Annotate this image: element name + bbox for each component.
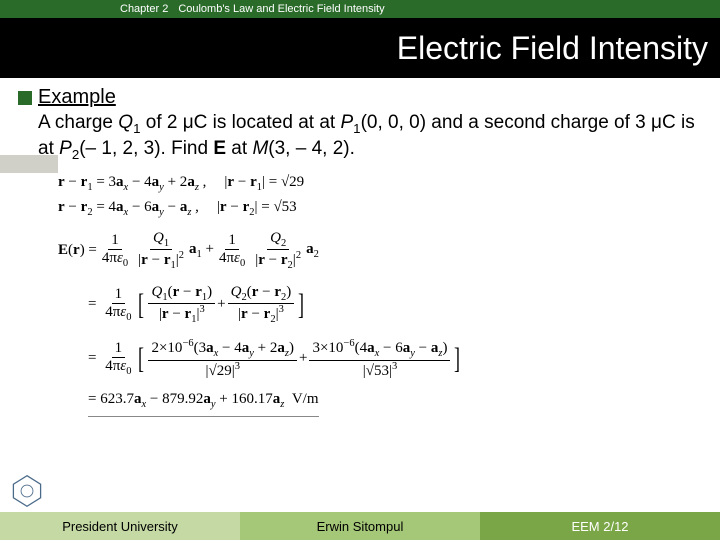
content-area: Example A charge Q1 of 2 μC is located a…: [0, 78, 720, 417]
decorative-shade: [0, 155, 58, 173]
bracket-r: ]: [298, 290, 304, 320]
slide-footer: President University Erwin Sitompul EEM …: [0, 512, 720, 540]
example-label: Example: [38, 86, 116, 109]
bracket-l2: [: [138, 344, 144, 374]
chapter-label: Chapter 2: [120, 3, 168, 15]
coulomb-const: 1 4πε0: [99, 232, 131, 269]
slide-header: Chapter 2 Coulomb's Law and Electric Fie…: [0, 0, 720, 78]
footer-center: Erwin Sitompul: [240, 512, 480, 540]
eq-line2: = 1 4πε0 [ Q1(r − r1) |r − r1|3 + Q2(r −…: [88, 284, 702, 326]
plus-2: +: [299, 350, 307, 367]
term2-frac: Q2 |r − r2|2: [252, 230, 304, 272]
bullet-square: [18, 91, 32, 105]
eq-line1: E(r) = 1 4πε0 Q1 |r − r1|2 a1 + 1 4πε0 Q…: [58, 230, 702, 272]
bracket-l: [: [138, 290, 144, 320]
eq-r1: r − r1 = 3ax − 4ay + 2az , |r − r1| = √2…: [58, 174, 702, 193]
slide-title: Electric Field Intensity: [397, 30, 708, 67]
eq-line3: = 1 4πε0 [ 2×10−6(3ax − 4ay + 2az) |√29|…: [88, 338, 702, 379]
university-logo: [10, 474, 44, 508]
plus-1: +: [217, 296, 225, 313]
footer-left: President University: [0, 512, 240, 540]
coulomb-const-3: 1 4πε0: [102, 286, 134, 323]
line2-term1: Q1(r − r1) |r − r1|3: [148, 284, 215, 326]
coulomb-const-2: 1 4πε0: [216, 232, 248, 269]
equations-area: r − r1 = 3ax − 4ay + 2az , |r − r1| = √2…: [58, 174, 702, 417]
term2-unit: a2: [306, 241, 319, 260]
eq-result: = 623.7ax − 879.92ay + 160.17az V/m: [88, 391, 319, 417]
line3-term1: 2×10−6(3ax − 4ay + 2az) |√29|3: [148, 338, 297, 379]
r2-magnitude: |r − r2| = √53: [217, 199, 297, 218]
r1-magnitude: |r − r1| = √29: [224, 174, 304, 193]
result-text: = 623.7ax − 879.92ay + 160.17az V/m: [88, 391, 319, 410]
chapter-subtitle: Coulomb's Law and Electric Field Intensi…: [178, 3, 384, 15]
footer-right: EEM 2/12: [480, 512, 720, 540]
e-lhs: E(r) =: [58, 242, 97, 259]
chapter-strip: Chapter 2 Coulomb's Law and Electric Fie…: [0, 0, 720, 18]
term1-frac: Q1 |r − r1|2: [135, 230, 187, 272]
bracket-r2: ]: [454, 344, 460, 374]
term1-unit: a1 +: [189, 241, 214, 260]
r1-vector: r − r1 = 3ax − 4ay + 2az ,: [58, 174, 206, 193]
r2-vector: r − r2 = 4ax − 6ay − az ,: [58, 199, 199, 218]
problem-statement: A charge Q1 of 2 μC is located at at P1(…: [38, 111, 702, 164]
eq-r2: r − r2 = 4ax − 6ay − az , |r − r2| = √53: [58, 199, 702, 218]
line3-term2: 3×10−6(4ax − 6ay − az) |√53|3: [309, 338, 450, 379]
example-heading: Example: [18, 86, 702, 109]
coulomb-const-4: 1 4πε0: [102, 340, 134, 377]
line2-term2: Q2(r − r2) |r − r2|3: [228, 284, 295, 326]
title-bar: Electric Field Intensity: [0, 18, 720, 78]
